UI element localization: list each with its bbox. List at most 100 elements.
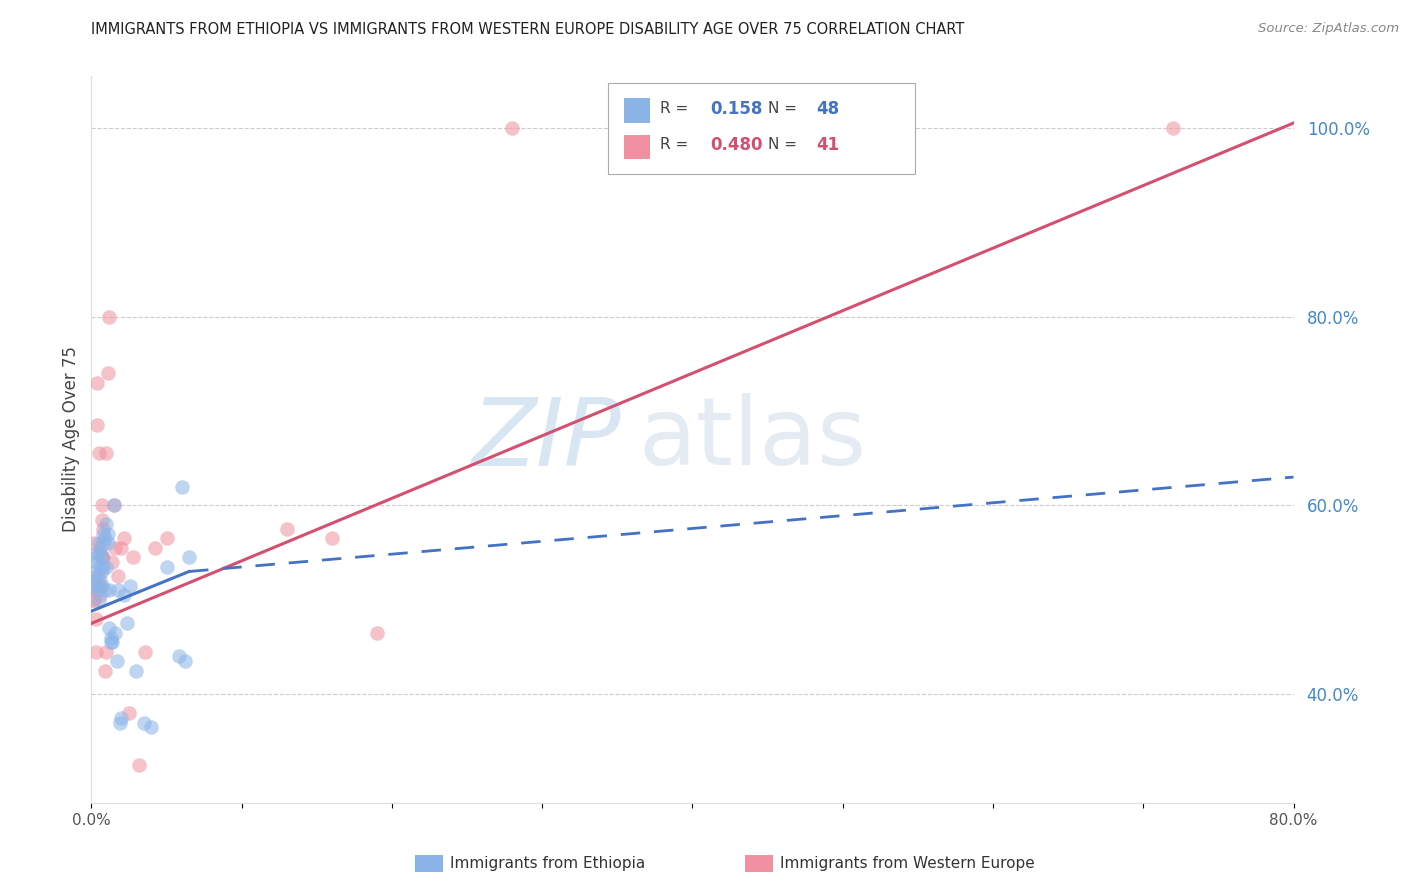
Point <box>90 550 112 565</box>
Text: IMMIGRANTS FROM ETHIOPIA VS IMMIGRANTS FROM WESTERN EUROPE DISABILITY AGE OVER 7: IMMIGRANTS FROM ETHIOPIA VS IMMIGRANTS F… <box>91 22 965 37</box>
Text: atlas: atlas <box>638 393 866 485</box>
Point <box>93 559 115 574</box>
Text: Immigrants from Western Europe: Immigrants from Western Europe <box>780 856 1035 871</box>
Point <box>276 522 298 536</box>
Text: N =: N = <box>768 137 801 153</box>
Point <box>118 706 141 720</box>
Point <box>96 446 118 460</box>
Point <box>82 579 104 593</box>
Point <box>86 418 108 433</box>
Point <box>89 574 111 588</box>
Point <box>90 550 112 565</box>
Point <box>96 517 118 532</box>
Text: R =: R = <box>659 101 693 116</box>
Point <box>366 625 388 640</box>
Point <box>97 366 120 380</box>
Point <box>90 579 112 593</box>
Point <box>90 565 112 579</box>
FancyBboxPatch shape <box>609 83 915 174</box>
Point <box>98 583 121 598</box>
Y-axis label: Disability Age Over 75: Disability Age Over 75 <box>62 346 80 533</box>
Point <box>83 574 105 588</box>
Point <box>89 559 111 574</box>
Point <box>155 532 177 546</box>
Point <box>87 536 110 550</box>
Point <box>104 541 127 555</box>
Text: ZIP: ZIP <box>471 393 620 485</box>
Point <box>114 532 136 546</box>
Point <box>84 555 107 569</box>
Point <box>90 499 112 513</box>
Point <box>101 555 124 569</box>
Point <box>103 499 125 513</box>
Point <box>321 532 343 546</box>
Point <box>110 541 132 555</box>
Point <box>501 120 523 135</box>
Point <box>141 720 163 734</box>
Point <box>96 645 118 659</box>
Point <box>134 645 156 659</box>
Point <box>606 120 628 135</box>
Point <box>83 592 105 607</box>
Point <box>98 310 121 324</box>
Text: N =: N = <box>768 101 801 116</box>
Point <box>170 479 193 493</box>
Point <box>94 664 117 678</box>
Point <box>97 536 120 550</box>
Point <box>93 526 115 541</box>
Point <box>98 621 121 635</box>
Text: Source: ZipAtlas.com: Source: ZipAtlas.com <box>1258 22 1399 36</box>
Point <box>100 631 122 645</box>
Point <box>101 635 124 649</box>
Point <box>84 569 107 583</box>
Point <box>83 565 105 579</box>
Point <box>173 654 195 668</box>
Point <box>177 550 200 565</box>
Point <box>96 559 118 574</box>
Point <box>83 536 105 550</box>
Point <box>122 550 145 565</box>
Point <box>167 649 190 664</box>
Point <box>100 635 122 649</box>
Point <box>143 541 166 555</box>
Point <box>120 579 142 593</box>
Point <box>94 532 117 546</box>
Point <box>84 645 107 659</box>
Text: Immigrants from Ethiopia: Immigrants from Ethiopia <box>450 856 645 871</box>
Point <box>128 758 150 772</box>
Point <box>89 541 111 555</box>
Point <box>107 583 129 598</box>
Point <box>110 711 132 725</box>
Point <box>86 546 108 560</box>
Point <box>86 376 108 390</box>
Point <box>105 654 128 668</box>
Point <box>132 715 155 730</box>
Text: R =: R = <box>659 137 693 153</box>
Point <box>82 592 104 607</box>
Point <box>87 569 110 583</box>
Point <box>107 569 129 583</box>
Point <box>117 616 139 631</box>
Point <box>94 583 117 598</box>
Point <box>89 588 111 602</box>
Point <box>87 592 110 607</box>
Point <box>87 446 110 460</box>
Point <box>125 664 148 678</box>
Point <box>114 588 136 602</box>
Point <box>155 559 177 574</box>
Text: 0.158: 0.158 <box>710 100 763 118</box>
Point <box>104 625 127 640</box>
Point <box>89 546 111 560</box>
Point <box>93 522 115 536</box>
Point <box>93 550 115 565</box>
Point <box>90 512 112 526</box>
Point <box>87 579 110 593</box>
Point <box>108 715 131 730</box>
Text: 41: 41 <box>817 136 839 154</box>
Point <box>97 526 120 541</box>
Point <box>87 579 110 593</box>
Point <box>84 612 107 626</box>
Point <box>103 499 125 513</box>
Point <box>82 579 104 593</box>
Text: 48: 48 <box>817 100 839 118</box>
